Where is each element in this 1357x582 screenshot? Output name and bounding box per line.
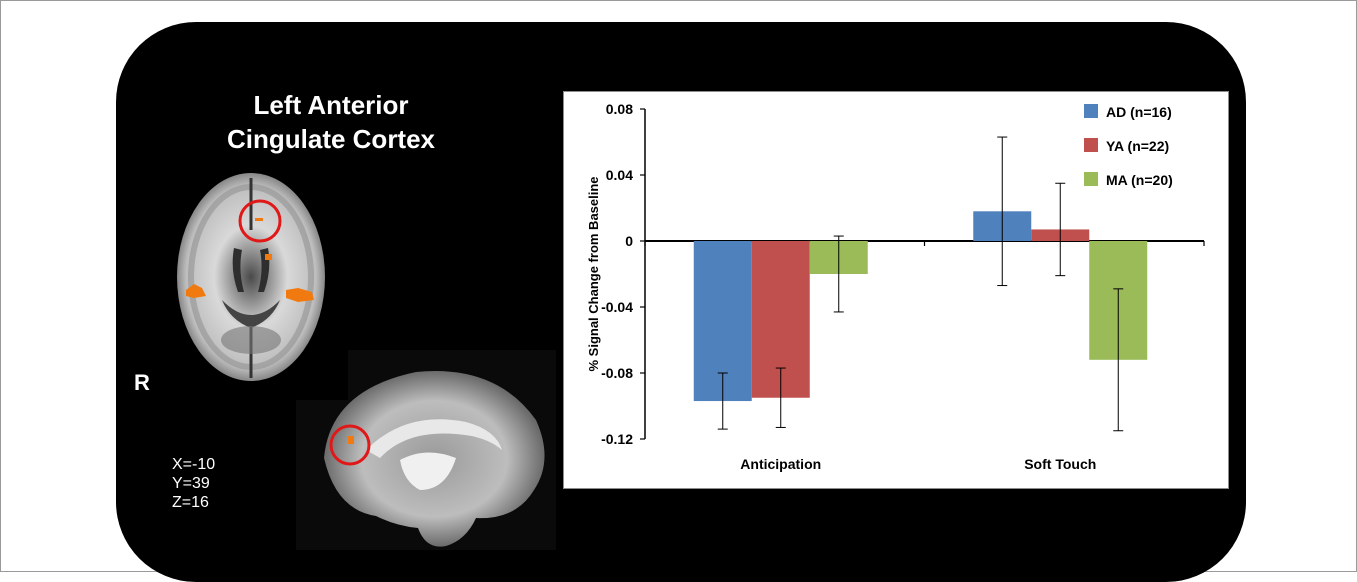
y-tick-label: 0.04	[606, 167, 633, 183]
roi-circle	[238, 199, 282, 243]
coord-y: Y=39	[172, 475, 210, 492]
legend-label: MA (n=20)	[1106, 172, 1173, 188]
legend-label: YA (n=22)	[1106, 138, 1169, 154]
y-tick-label: -0.12	[601, 431, 633, 447]
axial-brain-image	[177, 173, 325, 381]
x-category-label: Anticipation	[740, 456, 821, 472]
mni-coordinates: X=-10 Y=39 Z=16	[172, 455, 215, 512]
activation-blob	[348, 436, 354, 444]
legend-swatch	[1084, 138, 1098, 152]
bar-chart-panel: 0.08 0.04 0 -0.04 -0.08 -0.12 % Signal Change …	[563, 91, 1229, 489]
legend-label: AD (n=16)	[1106, 104, 1172, 120]
legend-swatch	[1084, 104, 1098, 118]
y-tick-label: 0.08	[606, 101, 633, 117]
legend-swatch	[1084, 172, 1098, 186]
coord-x: X=-10	[172, 456, 216, 473]
title-line-1: Left Anterior	[253, 90, 409, 120]
x-category-label: Soft Touch	[1024, 456, 1096, 472]
y-tick-label: -0.04	[601, 299, 633, 315]
title-line-2: Cingulate Cortex	[226, 124, 436, 154]
roi-circle	[329, 424, 371, 466]
region-title: Left Anterior Cingulate Cortex	[196, 88, 466, 156]
sagittal-brain-image	[296, 350, 556, 550]
activation-blob	[265, 254, 272, 260]
activation-blob	[255, 218, 263, 221]
y-tick-label: -0.08	[601, 365, 633, 381]
activation-blob	[186, 284, 206, 298]
y-tick-label: 0	[625, 233, 633, 249]
coord-z: Z=16	[172, 494, 209, 511]
y-axis-label: % Signal Change from Baseline	[586, 176, 601, 371]
activation-blob	[286, 288, 314, 302]
bar-chart: 0.08 0.04 0 -0.04 -0.08 -0.12 % Signal Change …	[586, 101, 1205, 472]
orientation-label: R	[134, 370, 150, 395]
